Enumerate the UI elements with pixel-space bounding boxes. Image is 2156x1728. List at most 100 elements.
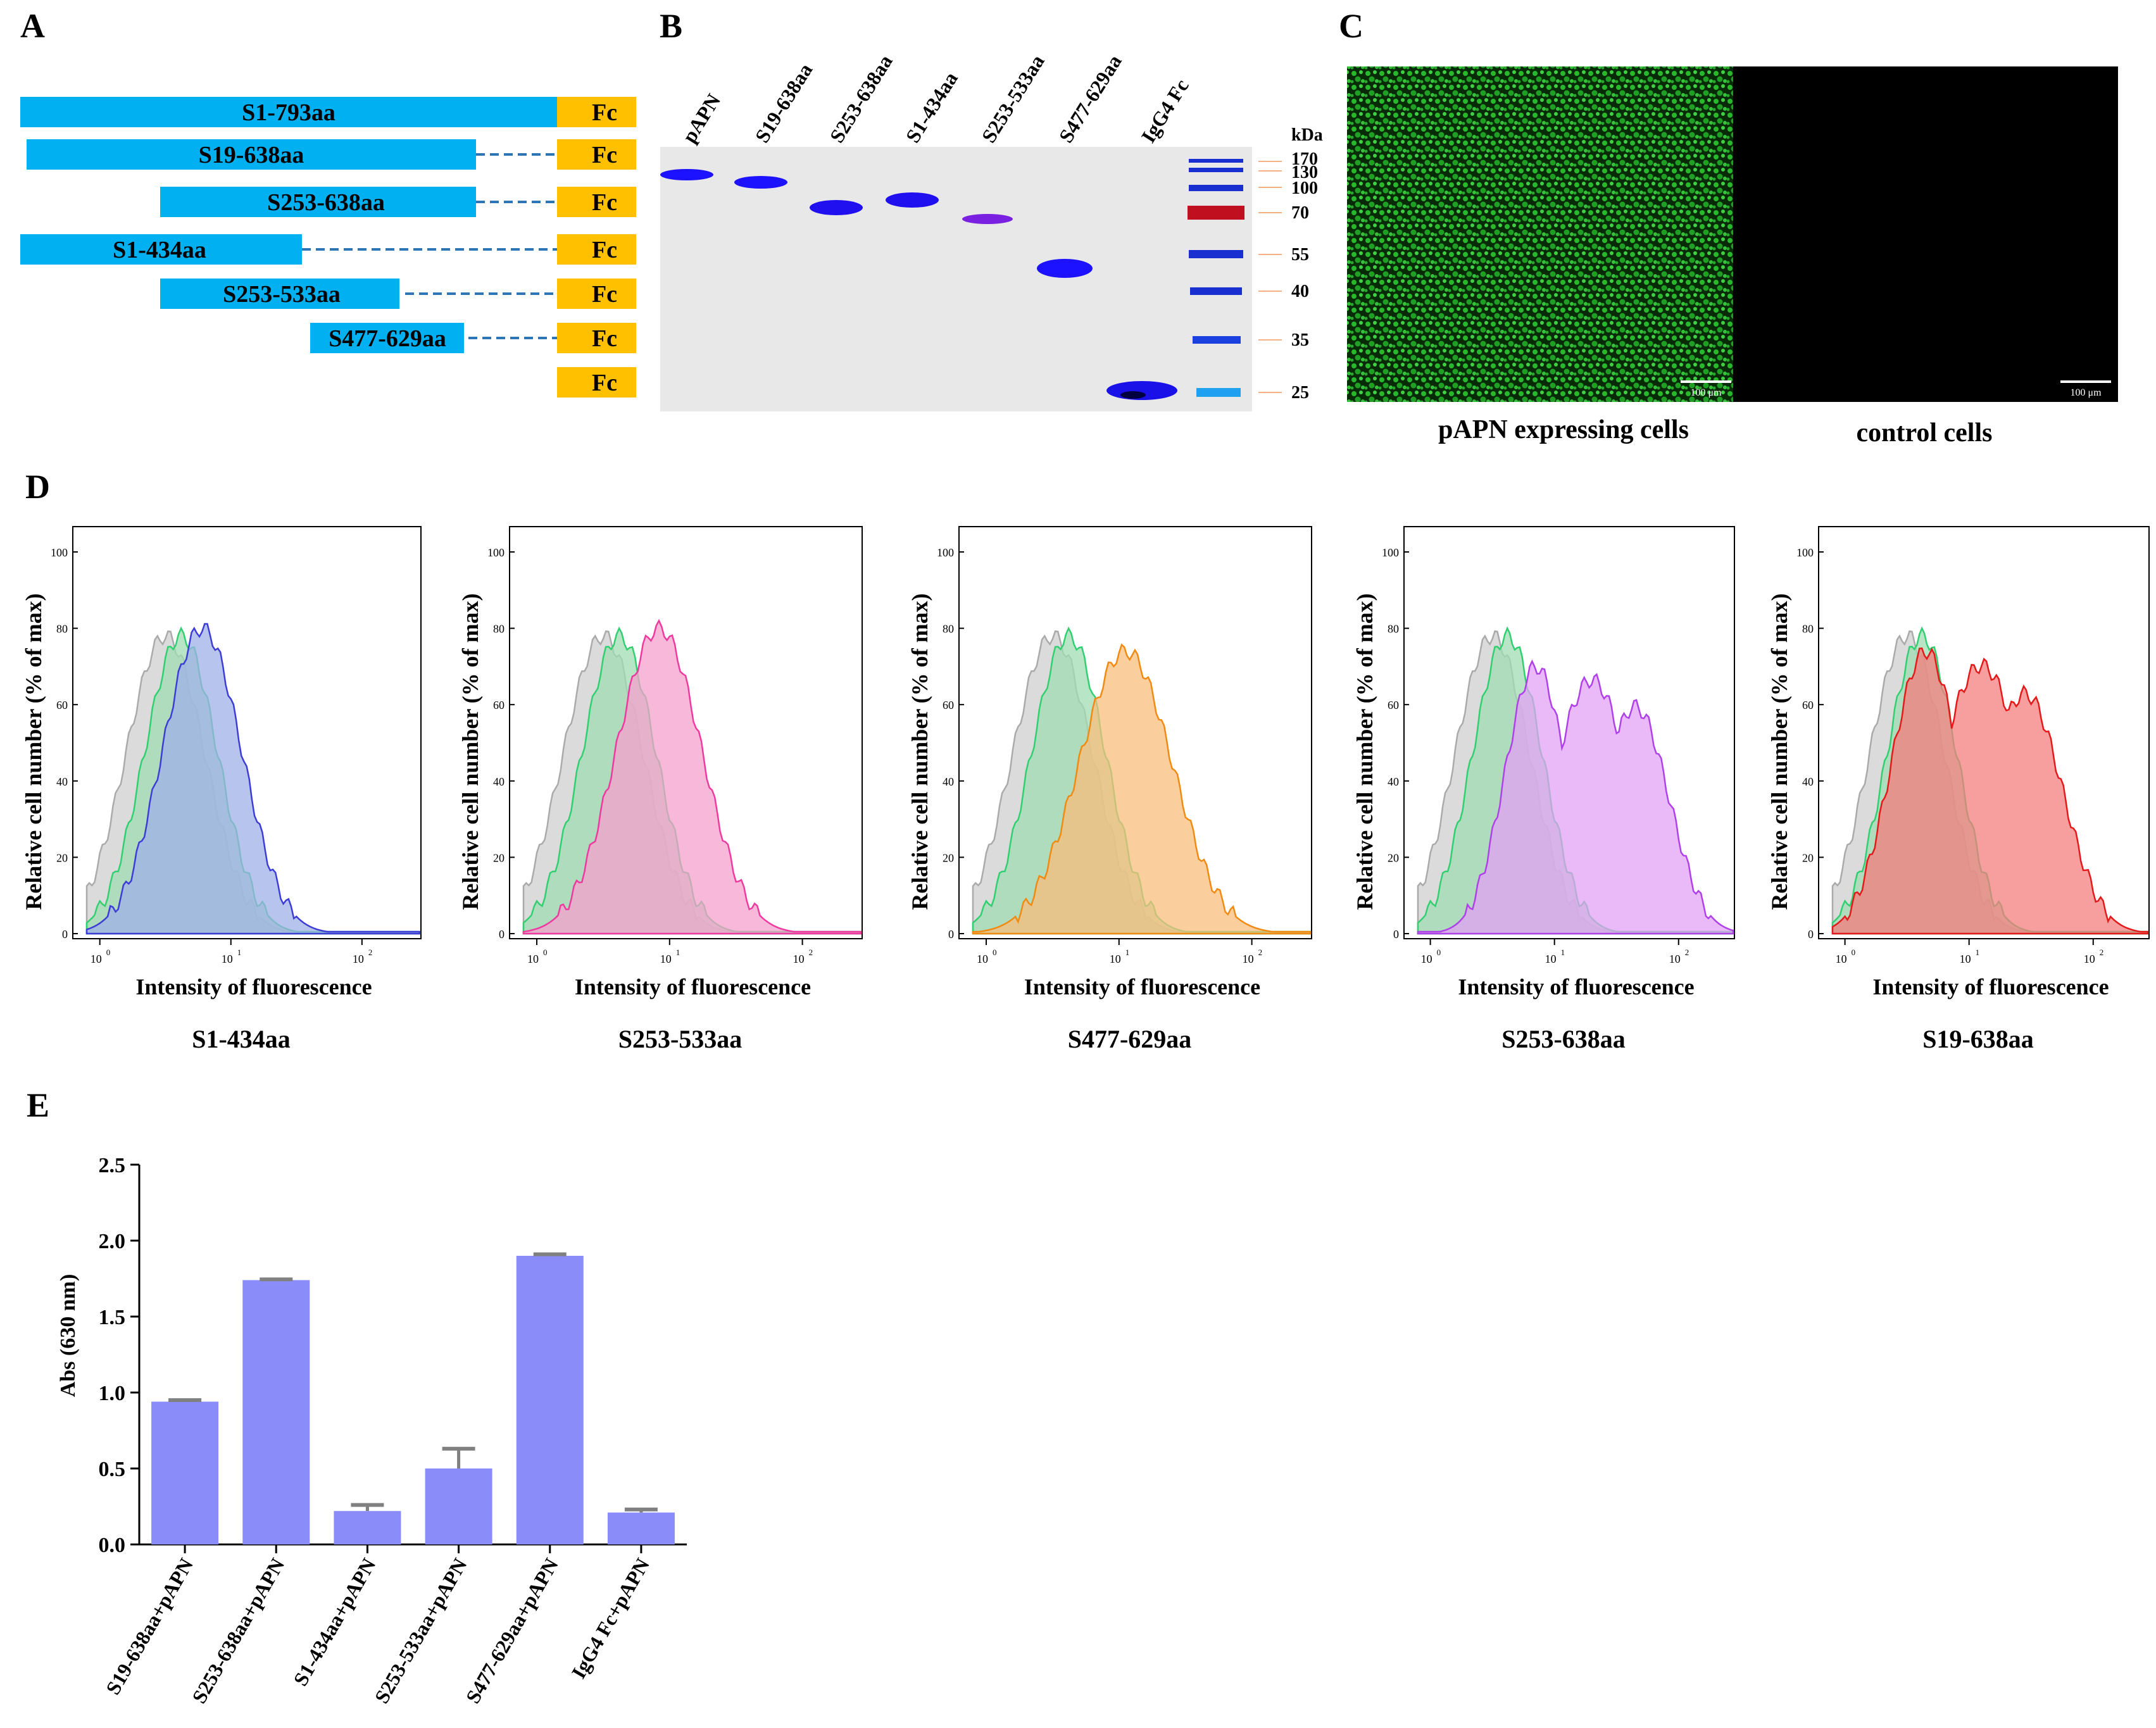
y-tick-label: 1.5	[99, 1306, 126, 1329]
construct-bar	[27, 139, 476, 170]
construct-bar	[160, 187, 476, 217]
fc-box	[557, 234, 636, 265]
x-tick-label: 10	[1421, 953, 1432, 965]
x-tick-label: 10	[1669, 953, 1681, 965]
x-axis-label: Intensity of fluorescence	[135, 974, 372, 999]
x-tick-exponent: 2	[809, 948, 813, 957]
histogram-sample	[85, 623, 421, 935]
y-axis-label: Relative cell number (% of max)	[21, 593, 46, 910]
y-tick-label: 0	[499, 928, 505, 941]
lane-label: S477-629aa	[1054, 51, 1125, 147]
y-tick-label: 40	[1802, 775, 1814, 788]
marker-label: 70	[1291, 203, 1309, 223]
category-label: S253-638aa+pAPN	[187, 1555, 289, 1708]
y-tick-label: 1.0	[99, 1382, 126, 1405]
x-tick-exponent: 1	[676, 948, 680, 957]
histogram-title: S19-638aa	[1922, 1025, 2034, 1053]
x-tick-label: 10	[977, 953, 988, 965]
gel-band	[810, 200, 863, 215]
y-axis-label: Relative cell number (% of max)	[458, 593, 483, 910]
y-tick-label: 80	[943, 623, 954, 635]
category-label: S253-533aa+pAPN	[370, 1555, 471, 1708]
panel-label-e: E	[27, 1086, 50, 1124]
construct-bar	[160, 279, 399, 309]
y-tick-label: 80	[1802, 623, 1814, 635]
x-tick-exponent: 1	[237, 948, 242, 957]
x-tick-exponent: 2	[2100, 948, 2104, 957]
y-tick-label: 0.5	[99, 1458, 126, 1481]
control-cells-image	[1733, 66, 2118, 402]
gel-band	[962, 214, 1013, 224]
histogram-frame	[1403, 526, 1735, 939]
category-label: S477-629aa+pAPN	[461, 1555, 563, 1708]
category-label: IgG4 Fc+pAPN	[567, 1555, 654, 1682]
construct-label: S477-629aa	[329, 325, 446, 352]
bar	[607, 1512, 675, 1544]
y-tick-label: 100	[937, 546, 954, 559]
y-tick-label: 0.0	[99, 1534, 126, 1557]
fc-label: Fc	[592, 237, 617, 263]
x-tick-label: 10	[222, 953, 233, 965]
x-tick-exponent: 0	[1437, 948, 1441, 957]
construct-bar	[20, 234, 302, 265]
marker-label: 25	[1291, 383, 1309, 403]
y-axis-label: Abs (630 nm)	[56, 1274, 80, 1398]
y-tick-label: 100	[1382, 546, 1399, 559]
x-tick-label: 10	[1836, 953, 1847, 965]
histogram-sample	[1831, 647, 2149, 935]
x-tick-label: 10	[1545, 953, 1557, 965]
x-tick-exponent: 1	[1976, 948, 1980, 957]
y-tick-label: 60	[56, 699, 68, 711]
histogram-title: S253-638aa	[1501, 1025, 1626, 1053]
histogram-frame	[72, 526, 422, 939]
marker-label: 130	[1291, 163, 1318, 182]
lane-label: IgG4 Fc	[1136, 75, 1193, 146]
ladder-band	[1190, 287, 1242, 295]
histogram-sample	[1417, 659, 1734, 935]
marker-label: 100	[1291, 178, 1318, 198]
y-tick-label: 60	[1388, 699, 1399, 711]
fc-label: Fc	[592, 142, 617, 168]
ladder-band	[1196, 388, 1241, 397]
x-axis-label: Intensity of fluorescence	[1872, 974, 2109, 999]
y-tick-label: 80	[493, 623, 505, 635]
y-tick-label: 80	[56, 623, 68, 635]
fc-box	[557, 97, 636, 127]
fc-label: Fc	[592, 99, 617, 126]
y-tick-label: 100	[51, 546, 68, 559]
marker-label: 40	[1291, 282, 1309, 301]
lane-label: S19-638aa	[750, 59, 817, 147]
fc-box	[557, 279, 636, 309]
fc-label: Fc	[592, 325, 617, 352]
fc-box	[557, 367, 636, 398]
y-tick-label: 60	[943, 699, 954, 711]
y-tick-label: 40	[943, 775, 954, 788]
x-tick-exponent: 0	[993, 948, 997, 957]
gel-band	[1037, 259, 1093, 278]
x-tick-exponent: 1	[1125, 948, 1130, 957]
y-tick-label: 2.5	[99, 1154, 126, 1177]
x-tick-label: 10	[1960, 953, 1971, 965]
x-axis-label: Intensity of fluorescence	[1458, 974, 1694, 999]
x-tick-exponent: 0	[106, 948, 111, 957]
fc-box	[557, 139, 636, 170]
bar	[242, 1280, 310, 1544]
x-tick-label: 10	[527, 953, 539, 965]
y-axis-label: Relative cell number (% of max)	[1352, 593, 1377, 910]
x-tick-label: 10	[660, 953, 672, 965]
x-tick-exponent: 2	[1685, 948, 1689, 957]
y-tick-label: 20	[1802, 851, 1814, 864]
ladder-band	[1188, 206, 1244, 220]
ladder-band	[1193, 336, 1241, 344]
panel-label-c: C	[1339, 7, 1363, 45]
x-axis-label: Intensity of fluorescence	[575, 974, 811, 999]
y-tick-label: 0	[1393, 928, 1399, 941]
y-tick-label: 0	[948, 928, 954, 941]
y-tick-label: 20	[1388, 851, 1399, 864]
kda-label: kDa	[1291, 125, 1323, 145]
construct-bar	[310, 323, 464, 353]
gel-band	[660, 169, 713, 180]
fc-label: Fc	[592, 189, 617, 216]
